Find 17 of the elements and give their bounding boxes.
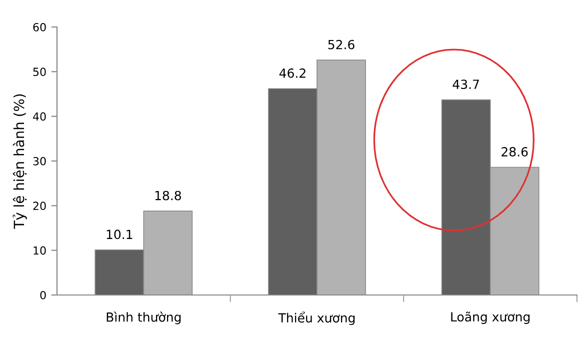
data-label: 52.6 (328, 40, 354, 50)
data-label: 28.6 (502, 147, 528, 156)
data-label: 10.1 (106, 230, 132, 240)
y-axis-title: Tỷ lệ hiện hành (%) (12, 94, 27, 229)
data-label: 18.8 (155, 190, 181, 200)
x-tick-label: Bình thường (106, 312, 181, 324)
y-tick-label: 20 (33, 202, 46, 210)
y-tick-label: 0 (40, 290, 46, 300)
x-tick-label: Loãng xương (451, 312, 530, 324)
y-tick-label: 10 (34, 246, 46, 255)
y-tick-label: 30 (33, 156, 46, 166)
data-label: 46.2 (279, 68, 306, 78)
y-tick-label: 50 (33, 68, 46, 76)
y-tick-label: 40 (32, 112, 46, 121)
x-tick-label: Thiểu xương (278, 312, 355, 326)
data-label: 43.7 (452, 80, 479, 90)
y-tick-label: 60 (33, 22, 46, 32)
